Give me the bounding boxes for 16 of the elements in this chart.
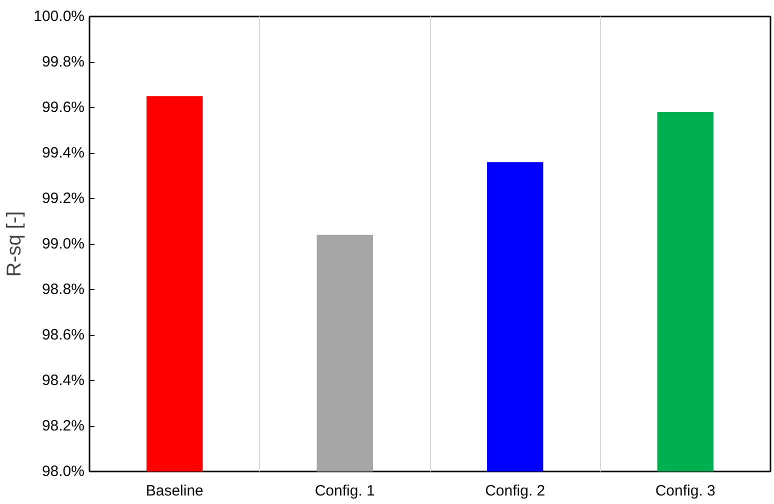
y-tick-label: 99.0% bbox=[42, 236, 85, 252]
x-tick-label: Config. 2 bbox=[485, 482, 546, 500]
y-tick-label: 99.2% bbox=[42, 190, 85, 207]
x-tick-label: Baseline bbox=[146, 482, 204, 500]
y-tick-label: 98.4% bbox=[42, 372, 85, 389]
y-tick-label: 99.4% bbox=[42, 144, 85, 162]
y-tick-label: 99.6% bbox=[42, 99, 85, 116]
y-axis-title: R-sq [-] bbox=[4, 211, 26, 277]
x-tick-label: Config. 3 bbox=[655, 482, 716, 500]
y-tick-label: 99.8% bbox=[42, 54, 85, 70]
x-tick-label: Config. 1 bbox=[314, 482, 375, 500]
y-tick-label: 100.0% bbox=[34, 8, 84, 25]
y-tick-label: 98.2% bbox=[42, 418, 85, 434]
y-tick-label: 98.8% bbox=[42, 281, 85, 298]
y-tick-label: 98.6% bbox=[42, 326, 85, 344]
y-tick-label: 98.0% bbox=[42, 463, 85, 480]
